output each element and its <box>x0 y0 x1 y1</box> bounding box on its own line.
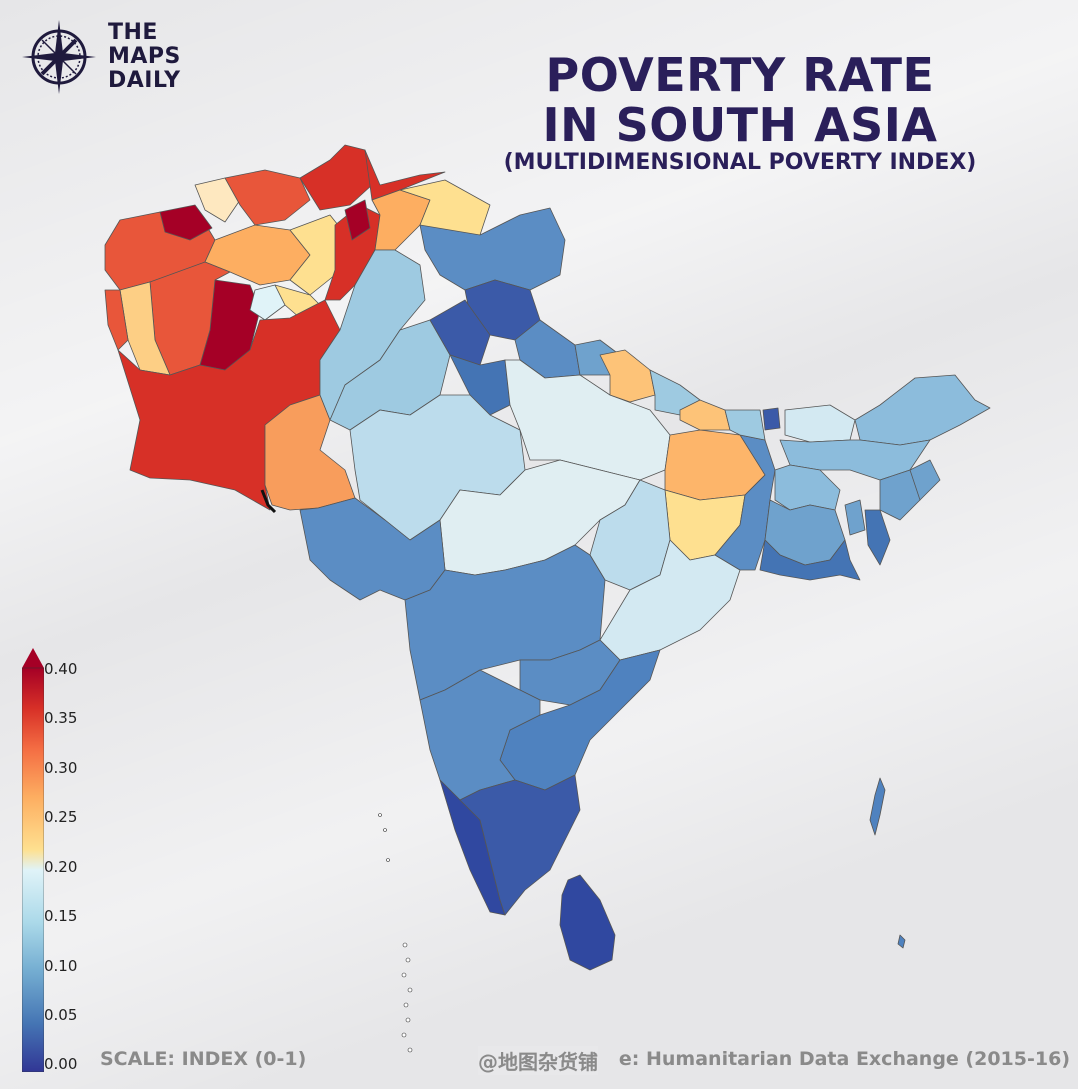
title-line-2: IN SOUTH ASIA <box>542 98 938 152</box>
coastline-accent <box>260 489 277 514</box>
region-pak-sindh <box>264 394 356 511</box>
region-mizoram <box>864 509 891 566</box>
region-afg-north2 <box>224 169 311 226</box>
legend-tick: 0.10 <box>44 957 78 975</box>
watermark: @地图杂货铺 <box>478 1046 598 1075</box>
region-afg-farah <box>104 289 129 351</box>
compass-rose-icon <box>22 20 96 94</box>
brand-line-2: MAPS <box>108 44 181 69</box>
legend-tick: 0.35 <box>44 709 78 727</box>
legend-tick: 0.15 <box>44 907 78 925</box>
region-andaman <box>869 777 886 836</box>
region-bhutan <box>784 404 856 443</box>
legend-tick: 0.25 <box>44 808 78 826</box>
region-ind-tn <box>459 774 581 916</box>
region-bgd-north <box>774 464 841 511</box>
legend-tick: 0.20 <box>44 858 78 876</box>
region-pak-fata-dark <box>344 199 371 241</box>
region-afg-ne <box>299 144 373 211</box>
source-label: e: Humanitarian Data Exchange (2015-16) <box>618 1048 1070 1070</box>
region-ind-jk <box>419 207 566 291</box>
region-maldives <box>378 813 413 1053</box>
legend-tick: 0.00 <box>44 1055 78 1073</box>
subtitle: (MULTIDIMENSIONAL POVERTY INDEX) <box>503 150 977 175</box>
brand-line-1: THE <box>108 20 158 45</box>
scale-label: SCALE: INDEX (0-1) <box>100 1048 307 1070</box>
legend-tick: 0.05 <box>44 1006 78 1024</box>
region-pak-gb <box>371 189 431 251</box>
region-npl-karnali <box>599 349 656 403</box>
region-afg-kabul-pale <box>249 284 286 321</box>
brand-name: THE MAPS DAILY <box>108 21 181 93</box>
region-afg-north <box>194 177 241 223</box>
region-tripura <box>844 499 866 536</box>
region-manipur <box>879 469 921 521</box>
title-line-1: POVERTY RATE <box>545 48 935 102</box>
region-arunachal <box>854 374 991 446</box>
region-sikkim <box>762 407 781 431</box>
region-sri-lanka <box>559 874 616 971</box>
legend-tick: 0.40 <box>44 660 78 678</box>
legend-tick: 0.30 <box>44 759 78 777</box>
legend-colorbar <box>22 648 44 1072</box>
brand-logo: THE MAPS DAILY <box>20 18 181 96</box>
legend-max-arrow <box>22 648 44 668</box>
region-afg-herat <box>159 204 213 241</box>
region-npl-east <box>724 409 766 441</box>
region-ind-punjab <box>429 299 491 366</box>
region-nicobar <box>897 934 906 949</box>
region-ind-wb <box>714 434 776 571</box>
region-bgd-south <box>759 539 861 581</box>
brand-line-3: DAILY <box>108 68 181 93</box>
